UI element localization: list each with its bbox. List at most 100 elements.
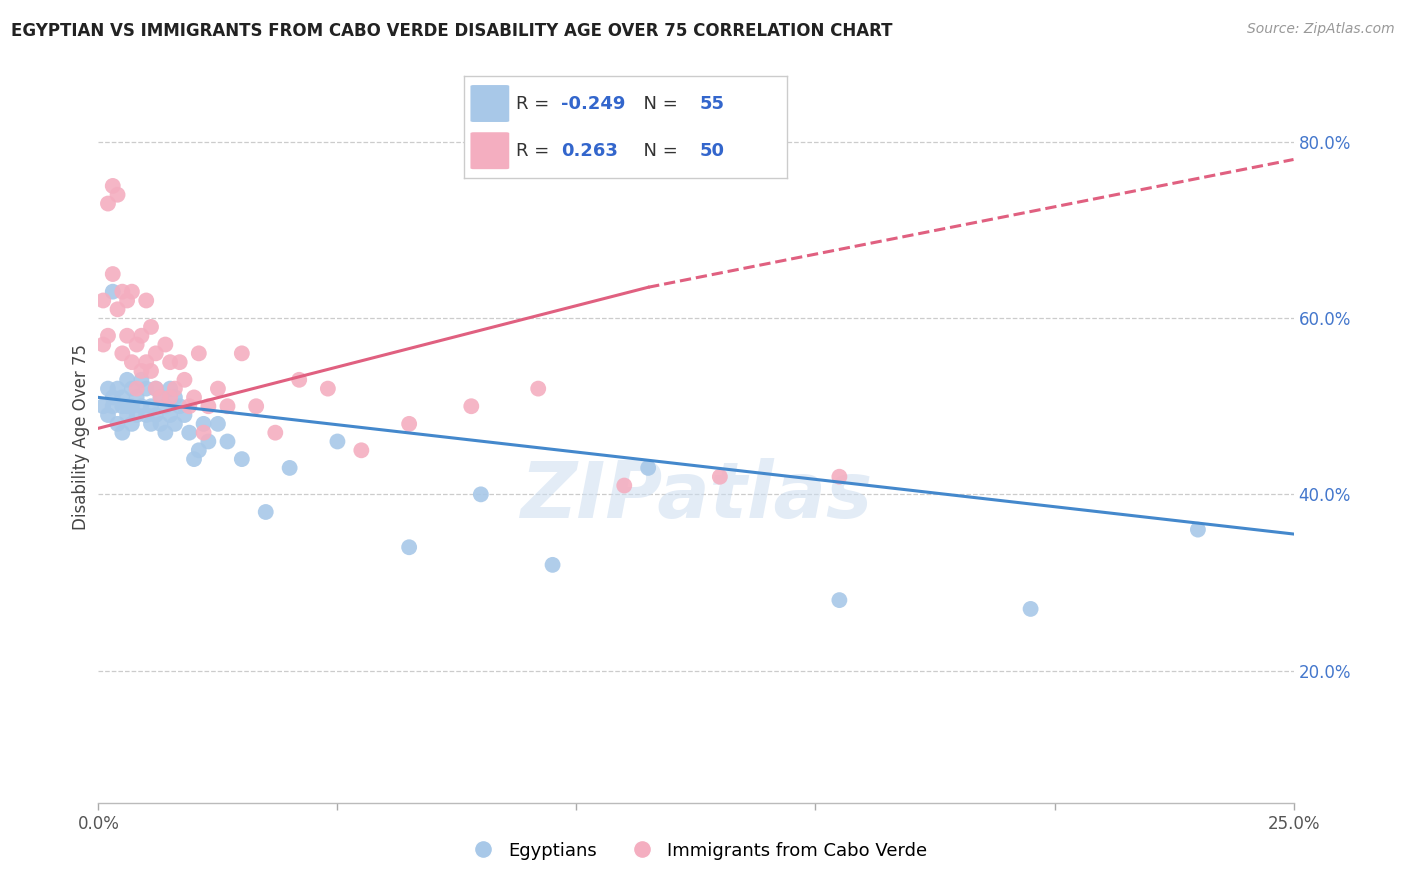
Point: [155, 425, 177, 440]
Point: [527, 382, 550, 396]
Point: [101, 285, 124, 299]
Legend: Egyptians, Immigrants from Cabo Verde: Egyptians, Immigrants from Cabo Verde: [457, 835, 935, 867]
Point: [541, 558, 564, 572]
Point: [145, 346, 167, 360]
Point: [187, 443, 209, 458]
Text: EGYPTIAN VS IMMIGRANTS FROM CABO VERDE DISABILITY AGE OVER 75 CORRELATION CHART: EGYPTIAN VS IMMIGRANTS FROM CABO VERDE D…: [11, 22, 893, 40]
FancyBboxPatch shape: [471, 132, 509, 169]
Point: [709, 469, 731, 483]
Point: [91, 399, 114, 413]
Point: [135, 382, 157, 396]
Point: [350, 443, 373, 458]
Point: [183, 452, 205, 467]
Point: [163, 417, 186, 431]
Point: [125, 408, 148, 422]
Point: [139, 417, 162, 431]
Point: [217, 434, 239, 449]
Point: [179, 399, 201, 413]
Point: [107, 417, 129, 431]
Point: [131, 399, 153, 413]
Point: [139, 364, 162, 378]
Text: -0.249: -0.249: [561, 95, 626, 112]
Point: [207, 382, 229, 396]
Point: [101, 391, 124, 405]
Point: [288, 373, 311, 387]
Point: [111, 391, 134, 405]
Point: [115, 373, 138, 387]
Text: R =: R =: [516, 95, 555, 112]
Point: [107, 382, 129, 396]
Point: [254, 505, 277, 519]
Point: [264, 425, 287, 440]
Point: [460, 399, 482, 413]
Point: [217, 399, 239, 413]
Point: [101, 267, 124, 281]
Point: [183, 391, 205, 405]
Point: [121, 399, 143, 413]
Point: [179, 425, 201, 440]
Point: [398, 540, 420, 554]
Point: [173, 373, 195, 387]
Point: [470, 487, 492, 501]
Point: [125, 337, 148, 351]
Point: [91, 337, 114, 351]
Point: [169, 355, 191, 369]
Point: [149, 391, 172, 405]
Point: [111, 425, 134, 440]
Text: R =: R =: [516, 142, 561, 160]
Point: [125, 391, 148, 405]
Point: [121, 382, 143, 396]
Point: [231, 346, 253, 360]
Point: [613, 478, 636, 492]
Point: [121, 285, 143, 299]
Text: 50: 50: [700, 142, 725, 160]
Y-axis label: Disability Age Over 75: Disability Age Over 75: [72, 344, 90, 530]
Point: [135, 293, 157, 308]
Point: [91, 293, 114, 308]
Point: [278, 461, 301, 475]
Point: [193, 425, 215, 440]
Point: [207, 417, 229, 431]
Point: [135, 408, 157, 422]
Point: [111, 285, 134, 299]
Point: [101, 178, 124, 193]
Point: [155, 399, 177, 413]
Point: [197, 434, 219, 449]
Text: 55: 55: [700, 95, 725, 112]
FancyBboxPatch shape: [471, 85, 509, 122]
Point: [155, 337, 177, 351]
Point: [115, 399, 138, 413]
Point: [111, 399, 134, 413]
Point: [193, 417, 215, 431]
Point: [97, 328, 120, 343]
Point: [828, 469, 851, 483]
Point: [121, 417, 143, 431]
Point: [107, 302, 129, 317]
Text: Source: ZipAtlas.com: Source: ZipAtlas.com: [1247, 22, 1395, 37]
Point: [173, 408, 195, 422]
Point: [135, 355, 157, 369]
Point: [115, 408, 138, 422]
Point: [169, 399, 191, 413]
Point: [111, 346, 134, 360]
Point: [139, 320, 162, 334]
Point: [115, 293, 138, 308]
Point: [159, 382, 181, 396]
Point: [187, 346, 209, 360]
Point: [121, 355, 143, 369]
Point: [159, 408, 181, 422]
Point: [231, 452, 253, 467]
Text: N =: N =: [633, 142, 683, 160]
Point: [139, 399, 162, 413]
Point: [1019, 602, 1042, 616]
Point: [131, 364, 153, 378]
Text: 0.263: 0.263: [561, 142, 617, 160]
Point: [1187, 523, 1209, 537]
Point: [145, 408, 167, 422]
Point: [131, 373, 153, 387]
Point: [159, 355, 181, 369]
Point: [159, 391, 181, 405]
Point: [145, 382, 167, 396]
Point: [115, 328, 138, 343]
Point: [326, 434, 349, 449]
